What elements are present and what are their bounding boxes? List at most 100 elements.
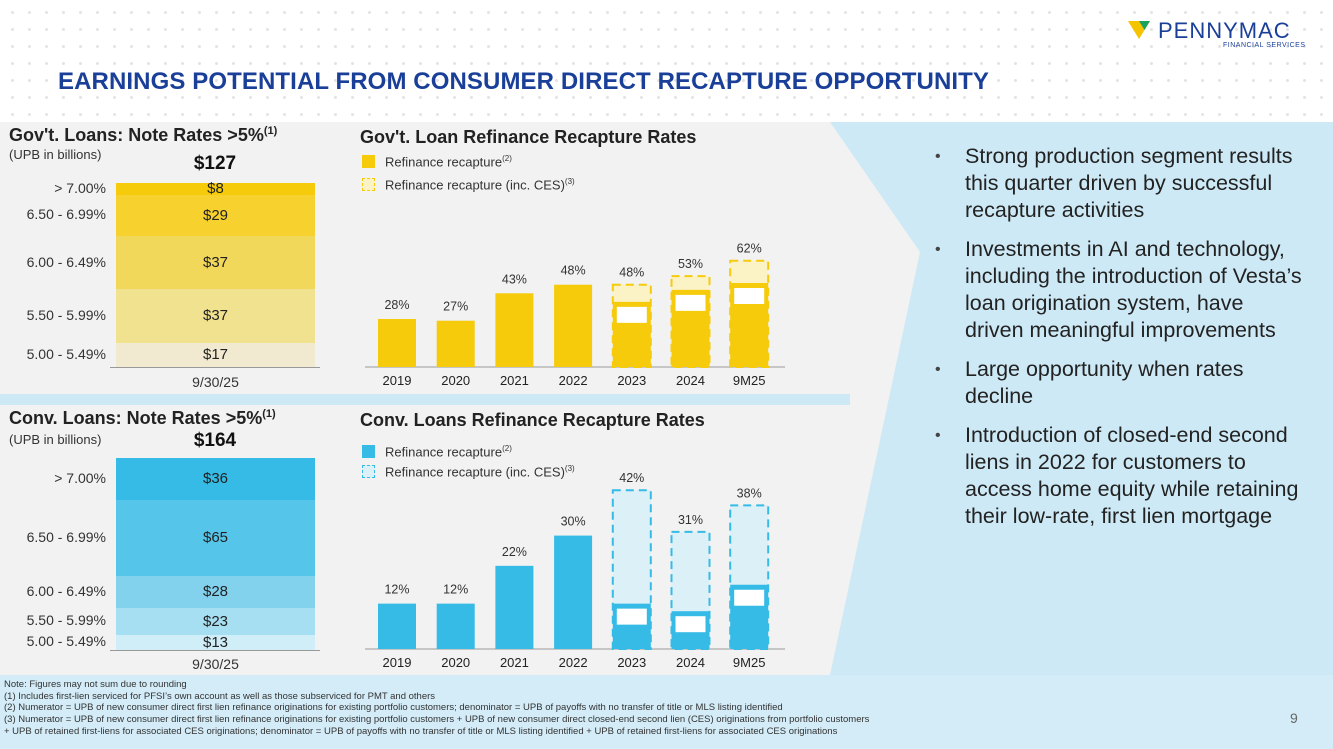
recapture-value-label: 28% xyxy=(384,298,409,312)
conv-date: 9/30/25 xyxy=(192,656,239,672)
recapture-bar xyxy=(495,293,534,367)
recapture-value-label: 48% xyxy=(561,264,586,278)
category-label: 2019 xyxy=(383,655,412,670)
gov-recapture-chart: 28%201927%202043%202148%202248%38%202353… xyxy=(365,242,785,388)
segment-value-label: $8 xyxy=(207,180,224,198)
conv-recapture-chart: 12%201912%202022%202130%202242%12%202331… xyxy=(365,471,785,670)
conv-chart-title: Conv. Loans Refinance Recapture Rates xyxy=(360,410,705,430)
value-label-box xyxy=(734,589,765,606)
conv-unit-note: (UPB in billions) xyxy=(9,432,102,447)
rate-range-label: 6.00 - 6.49% xyxy=(26,253,106,270)
legend-swatch-dashed xyxy=(362,465,375,479)
recapture-bar xyxy=(436,320,475,367)
category-label: 2021 xyxy=(500,655,529,670)
rate-range-label: 6.00 - 6.49% xyxy=(26,582,106,599)
segment-value-label: $23 xyxy=(202,612,229,630)
conv-legend-dashed: Refinance recapture (inc. CES)(3) xyxy=(362,464,575,479)
segment-value-label: $28 xyxy=(202,583,229,601)
rate-range-label: 5.50 - 5.99% xyxy=(26,306,106,323)
rate-range-label: 6.50 - 6.99% xyxy=(26,528,106,545)
page-number: 9 xyxy=(1290,710,1298,726)
bullet-item: • Introduction of closed-end second liens… xyxy=(935,422,1305,530)
rate-range-label: > 7.00% xyxy=(54,179,106,196)
legend-sup: (3) xyxy=(564,177,575,186)
gov-date: 9/30/25 xyxy=(192,374,239,390)
gov-segment: $17 xyxy=(116,342,315,367)
bullet-icon: • xyxy=(935,427,941,444)
ces-value-label: 42% xyxy=(619,471,644,485)
category-label: 2024 xyxy=(676,373,705,388)
conv-heading-sup: (1) xyxy=(262,408,276,420)
recapture-bar xyxy=(436,603,475,649)
footnote-line: (1) Includes first-lien serviced for PFS… xyxy=(4,690,436,702)
rate-range-label: > 7.00% xyxy=(54,469,106,486)
ces-value-label: 62% xyxy=(737,242,762,256)
rate-range-label: 5.00 - 5.49% xyxy=(26,633,106,650)
logo-mark-icon xyxy=(1128,21,1150,39)
conv-segment: $23 xyxy=(116,608,315,635)
legend-label: Refinance recapture xyxy=(385,444,503,460)
legend-swatch-solid xyxy=(362,155,375,169)
bullet-icon: • xyxy=(935,241,941,258)
segment-value-label: $37 xyxy=(202,254,229,272)
gov-stack-heading: Gov't. Loans: Note Rates >5%(1) xyxy=(9,125,277,146)
gov-segment: $29 xyxy=(116,194,315,237)
logo-sub: FINANCIAL SERVICES xyxy=(1223,42,1306,49)
segment-value-label: $65 xyxy=(202,529,229,547)
conv-stacked-bar: $36 $65 $28 $23 $13 xyxy=(116,458,315,651)
bullet-item: • Large opportunity when rates decline xyxy=(935,356,1305,410)
gov-unit-note: (UPB in billions) xyxy=(9,147,102,162)
category-label: 9M25 xyxy=(733,655,766,670)
footnote-line: (3) Numerator = UPB of new consumer dire… xyxy=(4,714,870,726)
gov-legend-dashed: Refinance recapture (inc. CES)(3) xyxy=(362,177,575,192)
legend-sup: (2) xyxy=(502,154,512,163)
legend-label: Refinance recapture xyxy=(385,154,503,170)
category-label: 2023 xyxy=(617,373,646,388)
category-label: 2022 xyxy=(559,655,588,670)
category-label: 9M25 xyxy=(733,373,766,388)
recapture-bar xyxy=(554,284,593,367)
legend-sup: (2) xyxy=(502,444,512,453)
footnotes: Note: Figures may not sum due to roundin… xyxy=(4,679,869,738)
legend-label: Refinance recapture (inc. CES) xyxy=(385,177,565,193)
conv-stack-baseline xyxy=(110,650,320,651)
rate-range-label: 5.00 - 5.49% xyxy=(26,345,106,362)
gov-segment: $8 xyxy=(116,180,315,198)
conv-segment: $65 xyxy=(116,499,315,576)
category-label: 2019 xyxy=(383,373,412,388)
category-label: 2020 xyxy=(441,655,470,670)
legend-swatch-dashed xyxy=(362,178,375,192)
gov-legend-solid: Refinance recapture(2) xyxy=(362,154,512,169)
conv-total: $164 xyxy=(193,430,237,451)
recapture-bar xyxy=(378,603,416,649)
footnote-line: Note: Figures may not sum due to roundin… xyxy=(4,679,187,690)
value-label-box xyxy=(675,616,706,633)
segment-value-label: $37 xyxy=(202,307,229,325)
bullet-item: • Investments in AI and technology, inclu… xyxy=(935,236,1305,344)
recapture-value-label: 22% xyxy=(502,545,527,559)
value-label-box xyxy=(616,608,647,625)
recapture-value-label: 30% xyxy=(561,515,586,529)
gov-heading-sup: (1) xyxy=(263,125,278,137)
conv-legend-solid: Refinance recapture(2) xyxy=(362,444,512,459)
rate-range-label: 5.50 - 5.99% xyxy=(26,612,106,629)
category-label: 2023 xyxy=(617,655,646,670)
recapture-bar xyxy=(554,535,593,649)
category-label: 2020 xyxy=(441,373,470,388)
bullet-icon: • xyxy=(935,148,941,165)
gov-segment: $37 xyxy=(116,289,315,343)
segment-value-label: $17 xyxy=(202,346,229,364)
legend-swatch-solid xyxy=(362,445,375,459)
footnote-line: + UPB of retained first-liens for associ… xyxy=(4,725,838,737)
segment-value-label: $13 xyxy=(202,633,229,651)
page-title: EARNINGS POTENTIAL FROM CONSUMER DIRECT … xyxy=(58,68,990,95)
chevron-arrow-shape xyxy=(790,122,920,675)
ces-value-label: 53% xyxy=(678,257,703,271)
category-label: 2024 xyxy=(676,655,705,670)
value-label-box xyxy=(616,306,647,323)
logo-name: PENNYMAC xyxy=(1158,18,1291,43)
recapture-bar xyxy=(495,565,534,649)
key-points-list: • Strong production segment results this … xyxy=(935,143,1305,542)
rate-range-label: 6.50 - 6.99% xyxy=(26,206,106,223)
category-label: 2022 xyxy=(559,373,588,388)
